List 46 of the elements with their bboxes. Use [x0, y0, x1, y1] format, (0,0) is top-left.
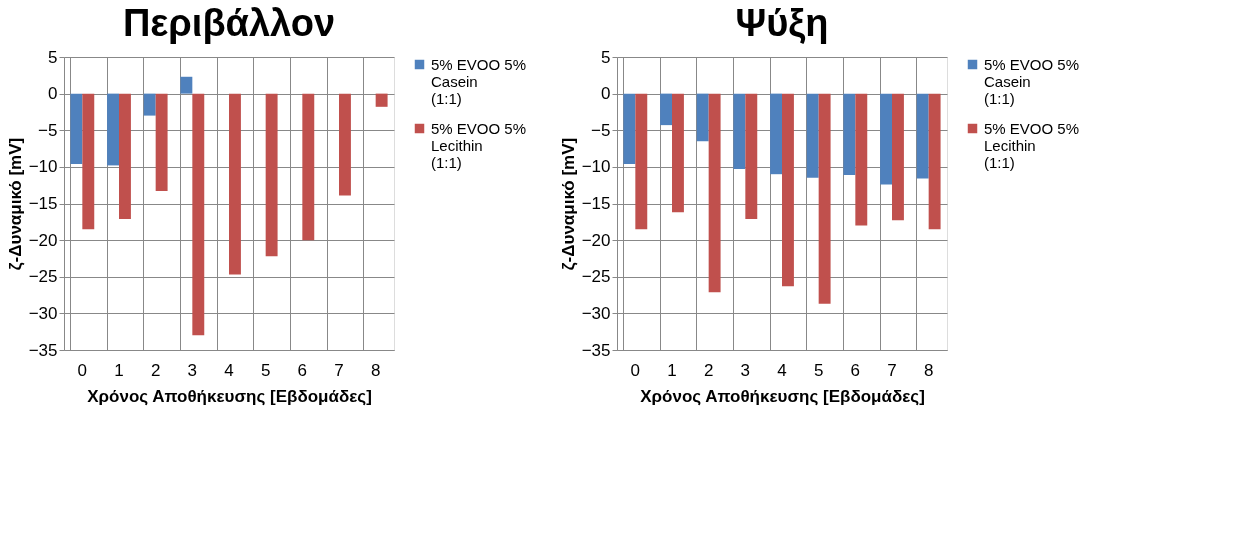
y-tick-label: −25 — [28, 267, 58, 287]
x-tick-label: 8 — [370, 360, 381, 380]
x-tick-label: 5 — [813, 360, 824, 380]
y-tick-label: −15 — [28, 194, 58, 213]
x-tick-label: 6 — [297, 360, 308, 380]
y-tick-label: −20 — [581, 230, 611, 250]
x-tick-label: 7 — [334, 360, 344, 380]
y-tick-label: −20 — [28, 230, 58, 250]
y-axis-title: ζ-Δυναμικό [mV] — [5, 137, 25, 271]
x-tick-label: 5 — [260, 360, 271, 380]
y-tick-label: −35 — [28, 340, 58, 360]
legend-label: 5% EVOO 5% Casein (1:1) — [984, 55, 1080, 107]
x-axis-title: Χρόνος Αποθήκευσης [Εβδομάδες] — [87, 386, 372, 406]
y-tick-label: 0 — [601, 84, 611, 104]
y-tick-label: 0 — [48, 84, 58, 104]
x-tick-label: 0 — [77, 360, 88, 380]
x-tick-label: 7 — [887, 360, 897, 380]
x-tick-label: 0 — [630, 360, 641, 380]
x-tick-label: 2 — [150, 360, 161, 380]
y-tick-label: −5 — [38, 120, 58, 140]
x-tick-label: 6 — [850, 360, 861, 380]
y-tick-label: 5 — [48, 47, 58, 67]
x-tick-label: 1 — [114, 360, 124, 380]
x-tick-label: 8 — [923, 360, 934, 380]
x-tick-label: 2 — [703, 360, 714, 380]
y-axis-title: ζ-Δυναμικό [mV] — [558, 137, 578, 271]
x-tick-label: 3 — [740, 360, 751, 380]
y-tick-label: 5 — [601, 47, 611, 67]
legend-label: 5% EVOO 5% Lecithin (1:1) — [431, 119, 527, 171]
y-tick-label: −5 — [591, 120, 611, 140]
x-tick-label: 1 — [667, 360, 677, 380]
y-tick-label: −10 — [28, 157, 58, 177]
legend-label: 5% EVOO 5% Lecithin (1:1) — [984, 119, 1080, 171]
x-axis-title: Χρόνος Αποθήκευσης [Εβδομάδες] — [640, 386, 925, 406]
chart-title: Περιβάλλον — [122, 2, 336, 44]
y-tick-label: −25 — [581, 267, 611, 287]
y-tick-label: −30 — [581, 303, 611, 323]
x-tick-label: 4 — [224, 360, 234, 380]
y-tick-label: −10 — [581, 157, 611, 177]
x-tick-label: 3 — [187, 360, 198, 380]
y-tick-label: −35 — [581, 340, 611, 360]
y-tick-label: −15 — [581, 194, 611, 213]
chart-title: Ψύξη — [735, 2, 829, 44]
legend-label: 5% EVOO 5% Casein (1:1) — [431, 55, 527, 107]
x-tick-label: 4 — [777, 360, 787, 380]
y-tick-label: −30 — [28, 303, 58, 323]
